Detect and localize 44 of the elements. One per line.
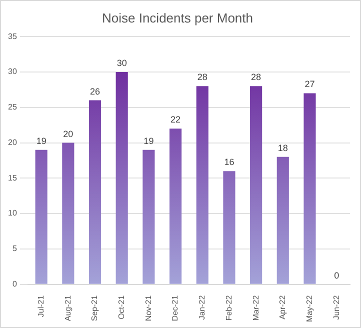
y-tick-label: 20 [8, 138, 18, 147]
chart-title: Noise Incidents per Month [102, 10, 254, 26]
bar [62, 142, 74, 284]
x-tick-label: Mar-22 [251, 294, 260, 321]
x-tick-label: Jul-21 [36, 294, 46, 318]
x-tick-label: Apr-22 [278, 294, 288, 320]
bar [35, 150, 48, 284]
data-label: 19 [36, 136, 46, 146]
x-tick-label: Jan-22 [198, 294, 207, 320]
y-tick-label: 30 [8, 67, 18, 76]
x-tick-label: Oct-21 [117, 294, 126, 320]
data-label: 28 [251, 72, 262, 82]
bar [169, 128, 182, 284]
data-label: 28 [197, 72, 208, 82]
x-tick-label: Jun-22 [332, 294, 341, 320]
bar [196, 86, 208, 284]
x-tick-label: May-22 [304, 294, 314, 322]
data-label: 19 [144, 136, 154, 146]
data-label: 26 [90, 86, 100, 96]
bar [116, 72, 128, 284]
x-tick-label: Dec-21 [170, 294, 180, 322]
data-label: 20 [63, 128, 74, 139]
y-tick-label: 15 [8, 173, 18, 182]
x-tick-label: Aug-21 [63, 294, 72, 322]
bar [142, 150, 155, 284]
y-tick-label: 0 [12, 280, 18, 289]
data-label: 18 [278, 142, 288, 153]
data-label: 27 [304, 79, 315, 90]
y-tick-label: 25 [8, 102, 18, 112]
bar [304, 93, 316, 284]
x-tick-label: Feb-22 [224, 294, 234, 321]
data-label: 16 [224, 157, 234, 168]
bar [276, 156, 289, 284]
x-tick-label: Nov-21 [144, 294, 153, 322]
bar [88, 100, 102, 284]
bar [250, 86, 262, 284]
data-label: 0 [334, 270, 340, 280]
data-label: 22 [170, 114, 181, 125]
bar [223, 171, 236, 284]
y-tick-label: 10 [8, 208, 18, 218]
data-label: 30 [116, 58, 127, 68]
y-tick-label: 5 [12, 244, 18, 254]
x-tick-label: Sep-21 [90, 294, 100, 322]
y-tick-label: 35 [8, 32, 18, 41]
